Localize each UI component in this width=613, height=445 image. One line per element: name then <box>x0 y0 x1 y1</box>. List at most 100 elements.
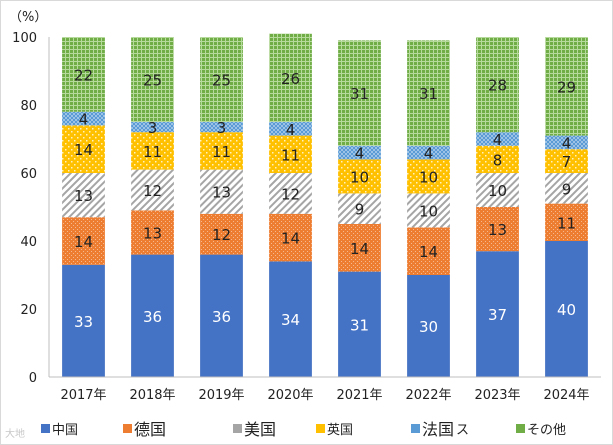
data-label: 7 <box>562 153 572 171</box>
data-label: 9 <box>355 201 365 219</box>
data-label: 4 <box>562 134 572 152</box>
bar-segment <box>545 37 588 136</box>
data-label: 22 <box>74 66 93 84</box>
data-label: 31 <box>350 316 369 334</box>
bar-segment <box>200 122 243 133</box>
bar-segment <box>407 193 450 228</box>
bar-segment <box>476 37 519 133</box>
data-label: 30 <box>419 318 438 336</box>
data-label: 11 <box>212 143 231 161</box>
data-label: 11 <box>143 143 162 161</box>
bar-segment <box>200 213 243 255</box>
legend-swatch <box>233 423 242 433</box>
data-label: 13 <box>488 221 507 239</box>
bar-segment <box>269 122 312 136</box>
legend-item: 中国 <box>41 415 78 441</box>
data-label: 36 <box>143 308 162 326</box>
bar-segment <box>200 169 243 214</box>
bar-segment <box>338 159 381 194</box>
data-label: 11 <box>557 214 576 232</box>
legend-item: 美国 <box>233 415 276 441</box>
x-tick-label: 2021年 <box>336 388 382 403</box>
bars-group: 33 14 13 14 4 22 36 13 12 11 3 25 36 12 13 11 3 25 34 14 12 1… <box>62 33 588 377</box>
x-tick-label: 2017年 <box>60 388 106 403</box>
data-label: 4 <box>79 111 89 129</box>
bar-segment <box>62 37 105 112</box>
y-tick-label: 20 <box>20 303 37 318</box>
data-label: 14 <box>74 233 93 251</box>
bar-segment <box>269 135 312 173</box>
data-label: 4 <box>286 121 296 139</box>
data-label: 4 <box>355 145 365 163</box>
data-label: 33 <box>74 313 93 331</box>
legend-swatch <box>123 423 132 433</box>
legend: 中国 德国 美国 英国 法国ス その他 <box>41 415 611 441</box>
x-tick-label: 2023年 <box>474 388 520 403</box>
data-label: 31 <box>419 85 438 103</box>
bar-segment <box>131 254 174 377</box>
legend-label: 德国 <box>134 420 167 439</box>
x-tick-label: 2020年 <box>267 388 313 403</box>
data-label: 13 <box>212 184 231 202</box>
y-tick-label: 100 <box>12 31 37 46</box>
bar-segment <box>131 210 174 255</box>
bar-segment <box>269 173 312 214</box>
bar-segment <box>338 40 381 146</box>
bar-segment <box>338 145 381 160</box>
legend-label: 英国 <box>327 422 354 438</box>
data-label: 37 <box>488 306 507 324</box>
bar-segment <box>269 213 312 262</box>
bar-segment <box>131 169 174 211</box>
bar-segment <box>476 145 519 173</box>
data-label: 4 <box>493 131 503 149</box>
data-label: 14 <box>350 240 369 258</box>
x-tick-label: 2022年 <box>405 388 451 403</box>
legend-label: 法国 <box>422 420 455 439</box>
bar-segment <box>269 33 312 122</box>
data-label: 10 <box>419 168 438 186</box>
bar-segment <box>476 173 519 207</box>
bar-segment <box>62 173 105 218</box>
legend-item: 英国 <box>316 415 353 441</box>
data-label: 10 <box>419 202 438 220</box>
y-tick-label: 60 <box>20 167 37 182</box>
legend-item: 法国ス <box>411 415 469 441</box>
data-label: 12 <box>143 182 162 200</box>
data-label: 26 <box>281 70 300 88</box>
data-label: 29 <box>557 78 576 96</box>
data-label: 11 <box>281 146 300 164</box>
y-tick-label: 40 <box>20 235 37 250</box>
data-label: 9 <box>562 180 572 198</box>
bar-segment <box>62 264 105 377</box>
bar-segment <box>545 149 588 173</box>
data-label: 36 <box>212 308 231 326</box>
bar-segment <box>407 227 450 275</box>
legend-swatch <box>411 423 420 433</box>
data-label: 12 <box>281 185 300 203</box>
data-label: 25 <box>212 72 231 90</box>
data-label: 31 <box>350 85 369 103</box>
data-label: 14 <box>281 230 300 248</box>
legend-swatch <box>516 423 525 433</box>
bar-segment <box>476 132 519 146</box>
data-label: 40 <box>557 301 576 319</box>
bar-segment <box>545 135 588 150</box>
bar-segment <box>338 224 381 272</box>
data-label: 13 <box>74 187 93 205</box>
data-label: 28 <box>488 77 507 95</box>
y-tick-label: 80 <box>20 99 37 114</box>
data-label: 12 <box>212 226 231 244</box>
watermark: 大地 <box>5 429 25 440</box>
bar-segment <box>545 203 588 241</box>
bar-segment <box>200 37 243 122</box>
legend-swatch <box>316 423 325 433</box>
x-tick-label: 2018年 <box>129 388 175 403</box>
x-axis: 2017年 2018年 2019年 2020年 2021年 2022年 2023年 2024年 <box>49 376 601 403</box>
bar-segment <box>407 275 450 377</box>
bar-segment <box>476 207 519 252</box>
legend-swatch <box>41 423 50 433</box>
bar-segment <box>131 132 174 170</box>
legend-label: その他 <box>527 422 567 438</box>
